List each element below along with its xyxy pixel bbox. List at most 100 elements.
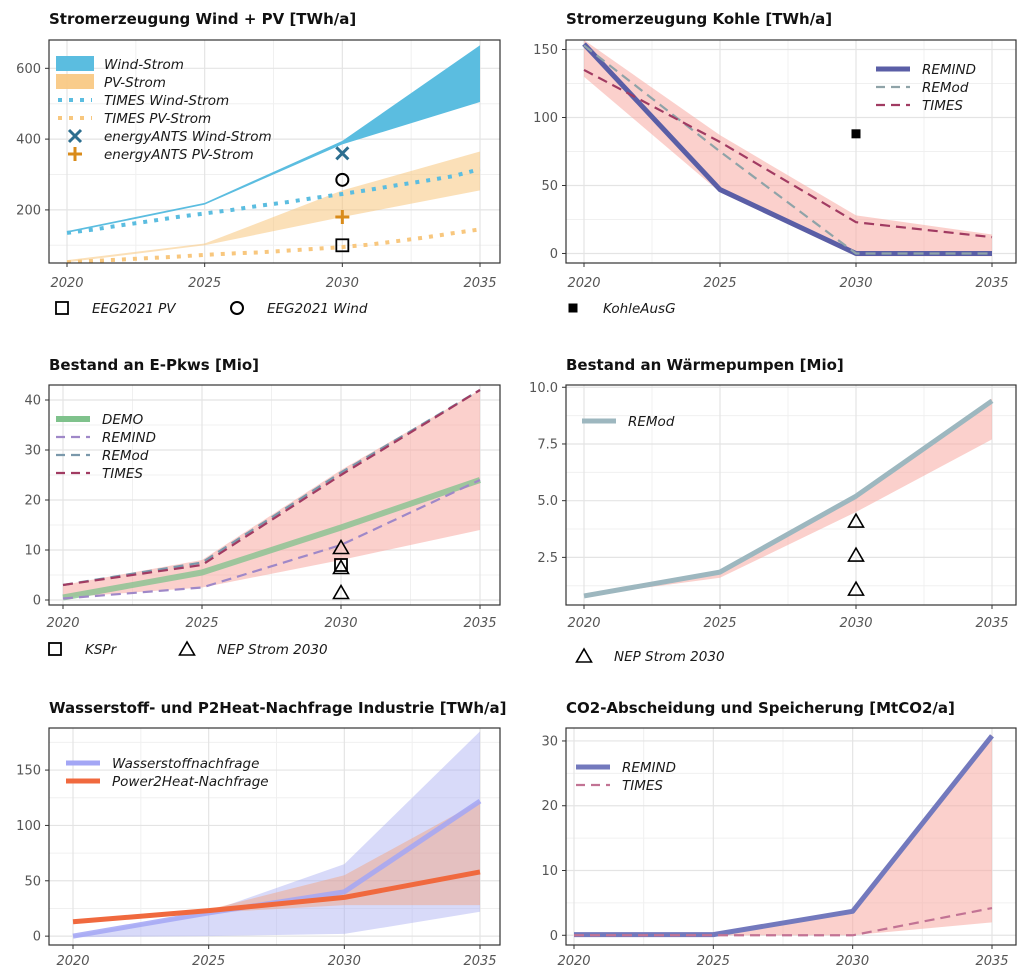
x-tick-label: 2025: [703, 276, 736, 291]
marker-nep-strom-2030: [847, 580, 865, 596]
chart-title: Stromerzeugung Kohle [TWh/a]: [566, 10, 832, 28]
y-tick-label: 50: [24, 874, 41, 889]
legend-label: Wasserstoffnachfrage: [112, 756, 259, 772]
chart-title: Bestand an E-Pkws [Mio]: [49, 356, 259, 374]
plot-border: [565, 727, 1017, 946]
legend-key: [68, 147, 82, 161]
series-line-remod: [583, 398, 994, 599]
legend-label: Wind-Strom: [104, 57, 184, 73]
x-tick-label: 2020: [567, 276, 600, 291]
bottom-legend-key: [575, 647, 593, 663]
ribbon-band: [584, 40, 992, 257]
series-line-remind: [62, 479, 481, 600]
x-tick-label: 2030: [328, 954, 361, 969]
plot-border: [48, 727, 501, 946]
y-tick-label: 10: [24, 544, 41, 559]
legend-label: TIMES: [922, 98, 963, 114]
bottom-legend-key: [48, 642, 62, 656]
legend: Wasserstoffnachfrage Power2Heat-Nachfrage: [66, 756, 269, 790]
series-layer: [66, 45, 481, 263]
chart-panel-6: CO2-Abscheidung und Speicherung [MtCO2/a…: [541, 699, 1017, 969]
legend-label: Power2Heat-Nachfrage: [112, 774, 269, 790]
y-tick-label: 200: [16, 203, 41, 218]
legend-label: REMod: [628, 414, 675, 430]
chart-panel-5: Wasserstoff- und P2Heat-Nachfrage Indust…: [16, 699, 506, 969]
bottom-legend-label: EEG2021 Wind: [267, 301, 368, 317]
bottom-legend-label: KSPr: [85, 642, 118, 658]
y-tick-label: 600: [16, 62, 41, 77]
marker-nep-strom-2030: [847, 512, 865, 528]
y-tick-label: 0: [33, 594, 41, 609]
series-line-times-pv-strom: [66, 227, 481, 263]
y-tick-label: 150: [533, 43, 558, 58]
ribbon-wasserstoffnachfrage-band: [73, 731, 480, 938]
series-layer: [583, 398, 994, 599]
ribbon-band: [574, 734, 992, 936]
y-tick-label: 100: [16, 819, 41, 834]
legend-label: TIMES: [102, 466, 143, 482]
bottom-legend-key: [230, 301, 244, 315]
x-tick-label: 2025: [703, 616, 736, 631]
y-tick-label: 0: [550, 929, 558, 944]
series-line-times: [574, 906, 993, 937]
chart-panel-4: Bestand an Wärmepumpen [Mio] 2.5 5.0 7.5 10.…: [529, 356, 1017, 665]
series-line-times-wind-strom: [66, 167, 481, 235]
legend-label: REMod: [102, 448, 149, 464]
y-tick-label: 30: [541, 734, 558, 749]
legend-key: [67, 128, 83, 144]
chart-panel-2: Stromerzeugung Kohle [TWh/a] 0 50 100 150 202…: [533, 10, 1017, 317]
x-tick-label: 2020: [557, 954, 590, 969]
marker-nep-strom-2030: [332, 583, 350, 600]
y-tick-label: 10: [541, 864, 558, 879]
x-tick-label: 2035: [975, 616, 1008, 631]
bottom-legend-label: KohleAusG: [603, 301, 676, 317]
legend-key: [56, 56, 94, 71]
x-tick-label: 2030: [839, 616, 872, 631]
x-tick-label: 2030: [326, 276, 359, 291]
x-tick-label: 2020: [50, 276, 83, 291]
legend: Wind-Strom PV-Strom TIMES Wind-Strom TIMES …: [56, 56, 272, 163]
legend-label: REMIND: [102, 430, 156, 446]
y-tick-label: 7.5: [537, 437, 558, 452]
legend-label: REMIND: [922, 62, 976, 78]
legend: REMIND TIMES: [576, 760, 676, 794]
legend-label: PV-Strom: [104, 75, 166, 91]
y-tick-label: 0: [550, 247, 558, 262]
series-line-demo: [62, 477, 481, 601]
plot-border: [565, 39, 1017, 264]
x-tick-label: 2020: [567, 616, 600, 631]
y-tick-label: 50: [541, 179, 558, 194]
legend-label: REMIND: [622, 760, 676, 776]
ribbon-band: [63, 390, 480, 598]
marker-nep-strom-2030: [332, 558, 350, 575]
bottom-legend-key: [55, 301, 69, 315]
y-tick-label: 0: [33, 930, 41, 945]
bottom-legend-label: NEP Strom 2030: [217, 642, 328, 658]
chart-title: Bestand an Wärmepumpen [Mio]: [566, 356, 844, 374]
series-line-times: [62, 389, 481, 587]
series-layer: [582, 40, 993, 257]
x-tick-label: 2025: [188, 276, 221, 291]
x-tick-label: 2035: [975, 276, 1008, 291]
x-tick-label: 2035: [975, 954, 1008, 969]
y-tick-label: 10.0: [529, 381, 558, 396]
legend-label: REMod: [922, 80, 969, 96]
plot-border: [565, 384, 1017, 606]
legend-label: energyANTS Wind-Strom: [104, 129, 272, 145]
grid-lines: [566, 385, 1016, 605]
marker-eeg2021-pv: [335, 238, 350, 253]
y-tick-label: 150: [16, 764, 41, 779]
marker-energyants-wind-strom: [335, 146, 350, 161]
marker-energyants-pv-strom: [335, 209, 350, 224]
y-tick-label: 40: [24, 394, 41, 409]
y-tick-label: 2.5: [537, 551, 558, 566]
marker-nep-strom-2030: [847, 546, 865, 562]
y-tick-label: 20: [24, 494, 41, 509]
chart-title: Wasserstoff- und P2Heat-Nachfrage Indust…: [49, 699, 506, 717]
series-layer: [62, 389, 481, 601]
plot-border: [48, 384, 501, 606]
chart-title: Stromerzeugung Wind + PV [TWh/a]: [49, 10, 356, 28]
bottom-legend-label: NEP Strom 2030: [614, 649, 725, 665]
